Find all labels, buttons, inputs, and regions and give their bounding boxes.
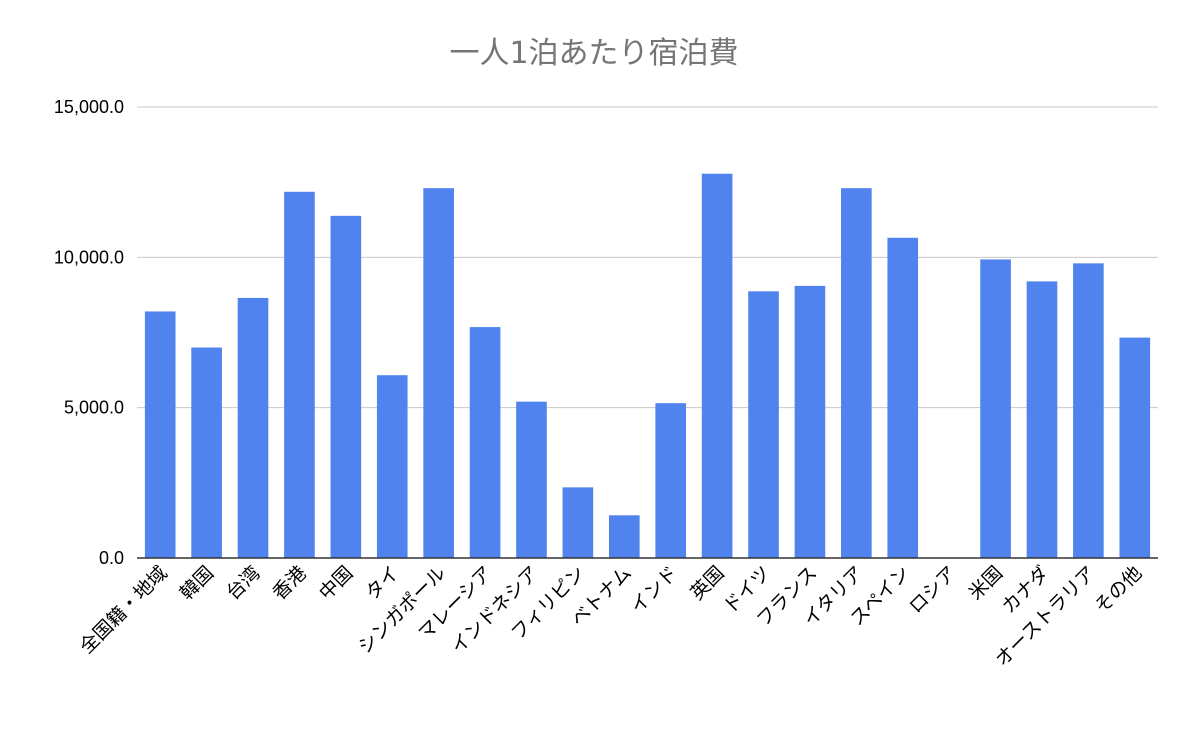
x-tick-label: 中国: [315, 562, 357, 604]
bars: [144, 173, 1151, 559]
bar: [376, 375, 408, 558]
x-tick-label: その他: [1090, 562, 1146, 618]
bar: [191, 347, 222, 558]
bar: [562, 487, 594, 558]
bar: [608, 515, 640, 558]
y-tick-label: 5,000.0: [64, 398, 124, 418]
bar: [284, 191, 315, 558]
bar: [1119, 337, 1151, 558]
x-tick-label: 全国籍・地域: [76, 562, 172, 658]
bar: [1073, 263, 1104, 558]
x-tick-label: ロシア: [905, 562, 961, 618]
y-tick-label: 0.0: [99, 548, 124, 568]
bar: [330, 215, 362, 558]
chart-title: 一人1泊あたり宿泊費: [449, 36, 738, 71]
bar: [841, 188, 872, 558]
bar: [701, 173, 733, 559]
bar: [144, 311, 176, 558]
bar: [423, 188, 454, 558]
x-tick-label: 韓国: [176, 562, 218, 604]
bar: [887, 237, 919, 559]
x-tick-label: 台湾: [222, 562, 264, 604]
bar: [237, 297, 269, 558]
y-tick-label: 10,000.0: [54, 247, 124, 267]
bar: [469, 327, 501, 558]
x-tick-label: 香港: [269, 562, 311, 604]
y-axis-ticks: 0.0 5,000.0 10,000.0 15,000.0: [54, 97, 124, 568]
x-axis-labels: 全国籍・地域 韓国 台湾 香港 中国 タイシンガポールマレーシアインドネシアフィリピンベト…: [76, 562, 1147, 671]
bar: [1026, 281, 1058, 558]
y-tick-label: 15,000.0: [54, 97, 124, 117]
bar: [655, 403, 687, 558]
x-tick-label: インド: [626, 562, 682, 618]
bar: [794, 285, 826, 558]
bar: [980, 259, 1011, 558]
bar: [516, 401, 547, 558]
bar: [748, 291, 779, 558]
